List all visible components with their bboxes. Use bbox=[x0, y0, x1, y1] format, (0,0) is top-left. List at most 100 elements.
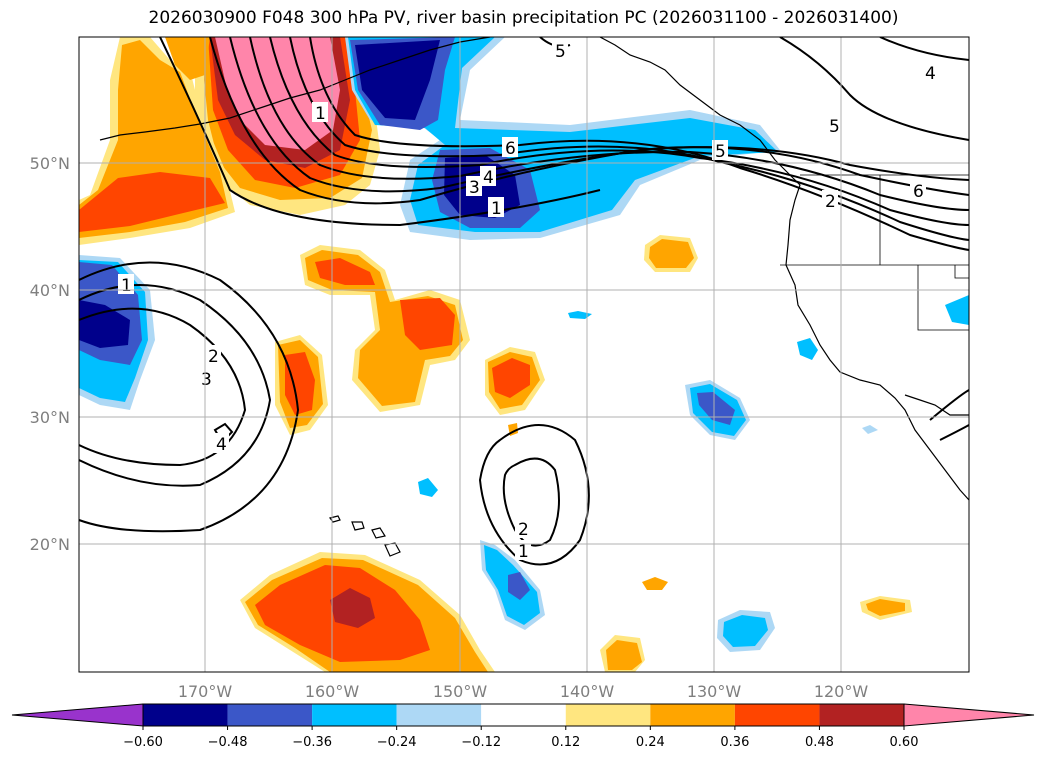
contour-label: 2 bbox=[825, 192, 836, 212]
gridlines bbox=[79, 37, 969, 672]
lon-label: 160°W bbox=[305, 682, 360, 701]
colorbar-swatch bbox=[481, 704, 566, 726]
colorbar-swatch bbox=[312, 704, 397, 726]
positive-anomaly-region bbox=[215, 37, 340, 150]
colorbar-swatch bbox=[734, 704, 820, 726]
pv-contour bbox=[502, 457, 560, 547]
contour-label: 1 bbox=[315, 104, 326, 124]
colorbar-label: 0.36 bbox=[720, 735, 749, 750]
pv-contour bbox=[79, 261, 300, 533]
contour-label: 3 bbox=[469, 178, 480, 198]
pv-contour bbox=[79, 307, 247, 467]
contour-label: 6 bbox=[505, 139, 516, 159]
pv-contour bbox=[929, 389, 969, 421]
colorbar-label: −0.48 bbox=[208, 735, 248, 750]
contour-label: 4 bbox=[483, 168, 494, 188]
colorbar-label: −0.12 bbox=[461, 735, 501, 750]
negative-anomaly-region bbox=[568, 311, 592, 319]
positive-anomaly-region bbox=[606, 640, 642, 670]
colorbar-frame bbox=[142, 703, 905, 727]
pv-contour bbox=[229, 37, 969, 196]
positive-anomaly-region bbox=[165, 37, 210, 80]
negative-anomaly-region bbox=[79, 300, 130, 348]
pv-contour bbox=[269, 37, 969, 226]
colorbar-label: 0.60 bbox=[890, 735, 919, 750]
positive-anomaly-region bbox=[285, 352, 315, 415]
coastline bbox=[904, 394, 969, 416]
contour-label: 4 bbox=[925, 64, 936, 84]
positive-anomaly-region bbox=[330, 588, 375, 628]
pv-contour bbox=[879, 37, 969, 61]
contour-label: 6 bbox=[913, 182, 924, 202]
negative-anomaly-region bbox=[418, 478, 438, 497]
contour-label: 5 bbox=[715, 142, 726, 162]
pv-contour bbox=[939, 424, 969, 441]
colorbar-extend-low bbox=[11, 703, 144, 727]
contour-label: 2 bbox=[208, 347, 219, 367]
contour-label: 1 bbox=[518, 542, 529, 562]
pv-contour bbox=[249, 37, 969, 211]
map-frame bbox=[78, 36, 970, 673]
colorbar-swatch bbox=[143, 704, 228, 726]
figure-title: 2026030900 F048 300 hPa PV, river basin … bbox=[148, 8, 899, 28]
positive-anomaly-region bbox=[642, 577, 668, 590]
positive-anomaly-region bbox=[315, 258, 375, 285]
island bbox=[371, 527, 386, 539]
lon-label: 120°W bbox=[814, 682, 869, 701]
colorbar-extend-high bbox=[903, 703, 1035, 727]
colorbar-label: 0.24 bbox=[636, 735, 665, 750]
positive-anomaly-region bbox=[79, 172, 225, 232]
colorbar-swatch bbox=[396, 704, 482, 726]
contour-label: 4 bbox=[216, 435, 227, 455]
island bbox=[351, 521, 365, 531]
colorbar-swatch bbox=[565, 704, 651, 726]
contour-label: 1 bbox=[121, 276, 132, 296]
negative-anomaly-region bbox=[355, 40, 440, 120]
lat-label: 40°N bbox=[30, 281, 70, 300]
latitude-labels: 50°N 40°N 30°N 20°N bbox=[30, 154, 70, 554]
pv-contours bbox=[79, 37, 969, 566]
lat-label: 30°N bbox=[30, 408, 70, 427]
pv-contour bbox=[79, 284, 272, 487]
positive-anomaly-region bbox=[866, 599, 905, 616]
colorbar-swatch bbox=[227, 704, 313, 726]
contour-label: 3 bbox=[201, 370, 212, 390]
negative-anomaly-region bbox=[862, 425, 878, 434]
contour-label: 5 bbox=[829, 117, 840, 137]
negative-anomaly-region bbox=[508, 572, 530, 600]
positive-anomaly-region bbox=[492, 358, 530, 398]
coastline bbox=[599, 37, 969, 501]
positive-anomaly-region bbox=[305, 250, 463, 406]
pv-contour bbox=[159, 37, 601, 227]
pv-contour bbox=[209, 37, 969, 205]
state-border bbox=[954, 265, 969, 279]
lon-label: 130°W bbox=[687, 682, 742, 701]
lon-label: 170°W bbox=[178, 682, 233, 701]
pv-contour bbox=[779, 37, 969, 141]
colorbar-label: −0.60 bbox=[123, 735, 163, 750]
colorbar-label: −0.36 bbox=[292, 735, 332, 750]
colorbar-swatch bbox=[650, 704, 735, 726]
colorbar-label: −0.24 bbox=[377, 735, 417, 750]
lon-label: 150°W bbox=[433, 682, 488, 701]
contour-label: 2 bbox=[518, 520, 529, 540]
longitude-labels: 170°W 160°W 150°W 140°W 130°W 120°W bbox=[178, 682, 869, 701]
positive-anomaly-region bbox=[400, 298, 455, 350]
lat-label: 20°N bbox=[30, 535, 70, 554]
colorbar-label: 0.12 bbox=[551, 735, 580, 750]
pv-contour bbox=[309, 37, 969, 251]
pv-contour bbox=[289, 37, 969, 241]
positive-anomaly-region bbox=[649, 239, 694, 268]
colorbar-swatch bbox=[819, 704, 904, 726]
negative-anomaly-region bbox=[945, 295, 969, 325]
lon-label: 140°W bbox=[560, 682, 615, 701]
negative-anomaly-region bbox=[723, 615, 768, 647]
colorbar: −0.60 −0.48 −0.36 −0.24 −0.12 0.12 0.24 0.36 0.4… bbox=[11, 703, 1035, 750]
contour-label: 5 bbox=[555, 42, 566, 62]
contour-label: 1 bbox=[491, 199, 502, 219]
lat-label: 50°N bbox=[30, 154, 70, 173]
negative-anomaly-region bbox=[797, 338, 818, 360]
pv-contour bbox=[478, 424, 590, 566]
state-border bbox=[917, 265, 969, 331]
